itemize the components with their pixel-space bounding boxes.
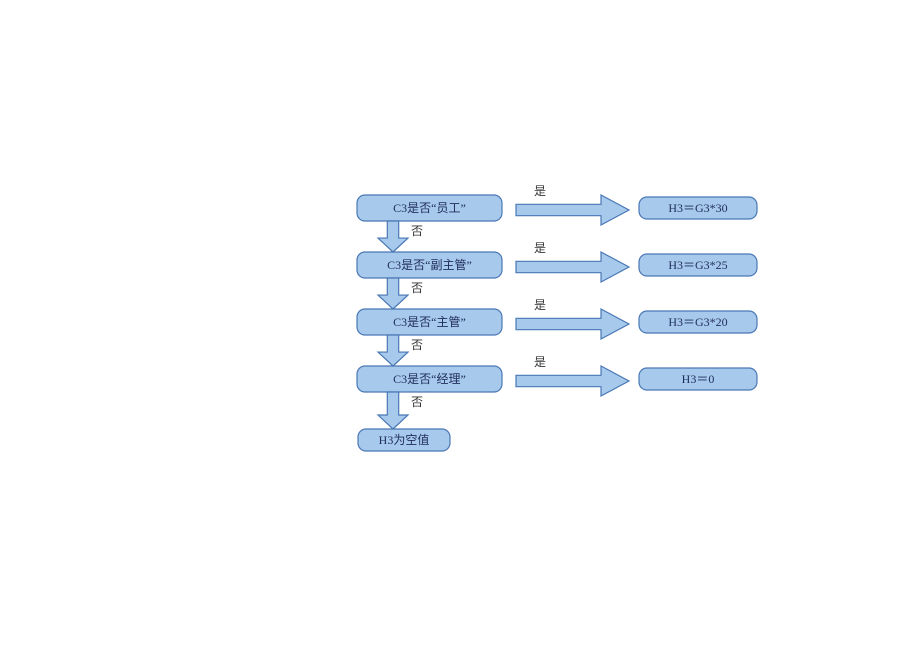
decision-box-0: C3是否“员工”	[357, 195, 502, 221]
decision-box-1: C3是否“副主管”	[357, 252, 502, 278]
yes-arrow-2	[516, 309, 629, 339]
terminal-box: H3为空值	[358, 429, 450, 451]
yes-arrow-0	[516, 195, 629, 225]
result-box-0: H3＝G3*30	[639, 197, 757, 219]
no-arrow-2	[378, 335, 408, 366]
result-box-0-label: H3＝G3*30	[668, 201, 727, 215]
no-label-3: 否	[411, 395, 423, 409]
yes-label-2: 是	[534, 298, 546, 312]
no-label-0: 否	[411, 224, 423, 238]
yes-label-3: 是	[534, 355, 546, 369]
result-box-3: H3＝0	[639, 368, 757, 390]
decision-box-2-label: C3是否“主管”	[393, 314, 466, 329]
yes-label-1: 是	[534, 241, 546, 255]
yes-arrow-3	[516, 366, 629, 396]
result-box-1: H3＝G3*25	[639, 254, 757, 276]
result-box-2-label: H3＝G3*20	[668, 315, 727, 329]
yes-label-0: 是	[534, 184, 546, 198]
result-box-3-label: H3＝0	[682, 372, 715, 386]
no-arrow-0	[378, 221, 408, 252]
no-arrow-3	[378, 392, 408, 429]
no-label-1: 否	[411, 281, 423, 295]
decision-box-3-label: C3是否“经理”	[393, 372, 466, 386]
decision-box-0-label: C3是否“员工”	[393, 201, 466, 215]
result-box-1-label: H3＝G3*25	[668, 258, 727, 272]
decision-box-1-label: C3是否“副主管”	[387, 257, 472, 272]
no-label-2: 否	[411, 338, 423, 352]
yes-arrow-1	[516, 252, 629, 282]
result-box-2: H3＝G3*20	[639, 311, 757, 333]
decision-box-3: C3是否“经理”	[357, 366, 502, 392]
decision-box-2: C3是否“主管”	[357, 309, 502, 335]
terminal-box-label: H3为空值	[379, 432, 430, 447]
no-arrow-1	[378, 278, 408, 309]
